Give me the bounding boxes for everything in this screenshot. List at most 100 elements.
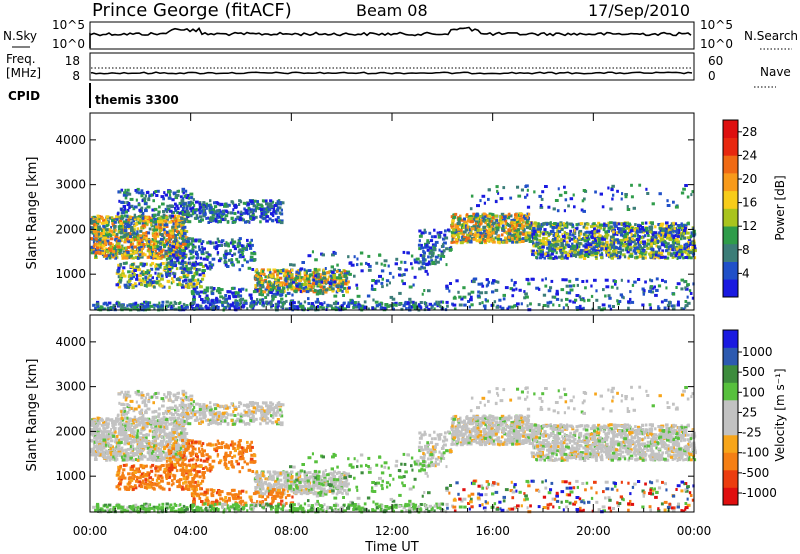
power-cell-2254 — [254, 273, 258, 277]
power-cell-4529 — [602, 307, 606, 311]
power-cell-4567 — [657, 307, 661, 311]
power-cell-3759 — [619, 244, 622, 248]
power-cell-4701 — [472, 280, 476, 284]
power-cell-4558 — [582, 306, 585, 310]
power-cell-3321 — [520, 214, 523, 218]
power-cell-1974 — [272, 283, 276, 287]
power-cell-2396 — [279, 290, 284, 293]
power-cell-1028 — [185, 193, 188, 197]
power-cell-4740 — [638, 183, 642, 187]
power-cell-3239 — [524, 215, 529, 219]
power-cell-4256 — [650, 225, 653, 229]
power-cell-4649 — [525, 295, 529, 299]
power-cell-1322 — [278, 219, 281, 223]
power-cell-4447 — [620, 241, 624, 245]
power-cell-923 — [192, 198, 195, 202]
power-cell-1682 — [238, 255, 243, 259]
power-cell-4960 — [424, 269, 428, 273]
power-cell-1202 — [221, 218, 225, 221]
power-cell-1607 — [144, 276, 148, 280]
power-cell-1514 — [158, 265, 162, 269]
power-cell-4374 — [649, 230, 652, 234]
power-cell-2845 — [112, 303, 116, 307]
power-cell-4722 — [458, 303, 463, 307]
power-cell-2865 — [455, 241, 459, 245]
power-cell-3223 — [514, 216, 518, 219]
power-cell-4507 — [660, 300, 664, 304]
power-cell-3251 — [468, 215, 472, 219]
power-cell-1127 — [271, 219, 274, 223]
power-cell-3238 — [482, 225, 487, 229]
power-cell-2098 — [313, 288, 317, 292]
power-cell-2808 — [112, 305, 115, 309]
power-cell-4001 — [613, 232, 616, 236]
power-cell-1517 — [188, 279, 192, 283]
power-cell-1373 — [202, 205, 206, 209]
power-cell-305 — [159, 223, 164, 226]
power-cell-3008 — [461, 222, 466, 226]
power-cell-4368 — [650, 247, 654, 251]
power-cell-1725 — [230, 238, 234, 242]
power-cell-4532 — [544, 277, 547, 281]
power-cell-987 — [127, 188, 130, 192]
power-cell-175 — [162, 236, 166, 240]
power-cell-4305 — [636, 238, 640, 241]
power-cell-3073 — [454, 212, 458, 216]
power-cell-4397 — [560, 254, 564, 258]
power-cell-3117 — [508, 214, 513, 218]
freq-trace — [90, 71, 693, 75]
power-cell-4303 — [609, 243, 613, 247]
power-cell-3329 — [507, 232, 510, 236]
power-cell-3968 — [658, 248, 661, 252]
power-cell-4444 — [560, 241, 564, 245]
power-cell-4573 — [627, 306, 630, 310]
power-cell-4919 — [374, 281, 378, 285]
power-cell-1630 — [191, 277, 195, 281]
power-cell-4407 — [610, 256, 614, 260]
power-cell-3345 — [486, 236, 490, 240]
power-cell-4894 — [431, 260, 436, 264]
power-cell-3529 — [641, 230, 645, 234]
power-cell-1758 — [195, 262, 200, 266]
power-cell-4633 — [453, 307, 457, 311]
power-cell-2585 — [367, 307, 370, 311]
power-cell-1189 — [178, 201, 182, 205]
power-cell-1477 — [142, 269, 145, 273]
power-cell-388 — [176, 215, 179, 219]
power-cell-4268 — [624, 244, 627, 248]
power-cell-4541 — [607, 294, 611, 298]
power-cell-1884 — [271, 272, 275, 276]
power-cell-1013 — [137, 203, 141, 207]
power-cell-785 — [126, 223, 129, 227]
power-cell-394 — [172, 229, 177, 232]
power-cell-4206 — [677, 228, 681, 232]
power-cell-3604 — [595, 256, 598, 260]
power-cell-4721 — [604, 278, 609, 282]
power-cell-2212 — [277, 278, 280, 282]
power-cell-2882 — [510, 228, 514, 232]
power-cell-4720 — [500, 306, 505, 310]
power-cell-1516 — [161, 285, 166, 289]
power-cell-2830 — [158, 307, 161, 311]
power-cell-2102 — [279, 271, 283, 275]
power-cell-2360 — [205, 294, 209, 298]
power-cell-4519 — [480, 282, 484, 286]
power-cell-590 — [93, 238, 96, 242]
power-cell-1558 — [199, 285, 202, 288]
power-cell-1495 — [143, 284, 147, 287]
power-cell-4951 — [381, 277, 384, 281]
power-cell-908 — [147, 198, 151, 202]
power-cell-4284 — [641, 226, 644, 229]
power-cell-4379 — [678, 245, 682, 249]
power-cell-694 — [104, 221, 109, 225]
power-cell-1504 — [181, 285, 185, 289]
power-cell-3215 — [525, 224, 529, 228]
power-cell-3499 — [561, 256, 565, 260]
power-cell-758 — [110, 234, 113, 238]
power-cell-2728 — [254, 301, 257, 305]
power-cell-2989 — [522, 231, 526, 235]
power-cell-679 — [183, 238, 187, 242]
power-cell-2323 — [224, 294, 228, 297]
power-cell-3749 — [657, 223, 661, 226]
power-cell-750 — [175, 219, 179, 223]
